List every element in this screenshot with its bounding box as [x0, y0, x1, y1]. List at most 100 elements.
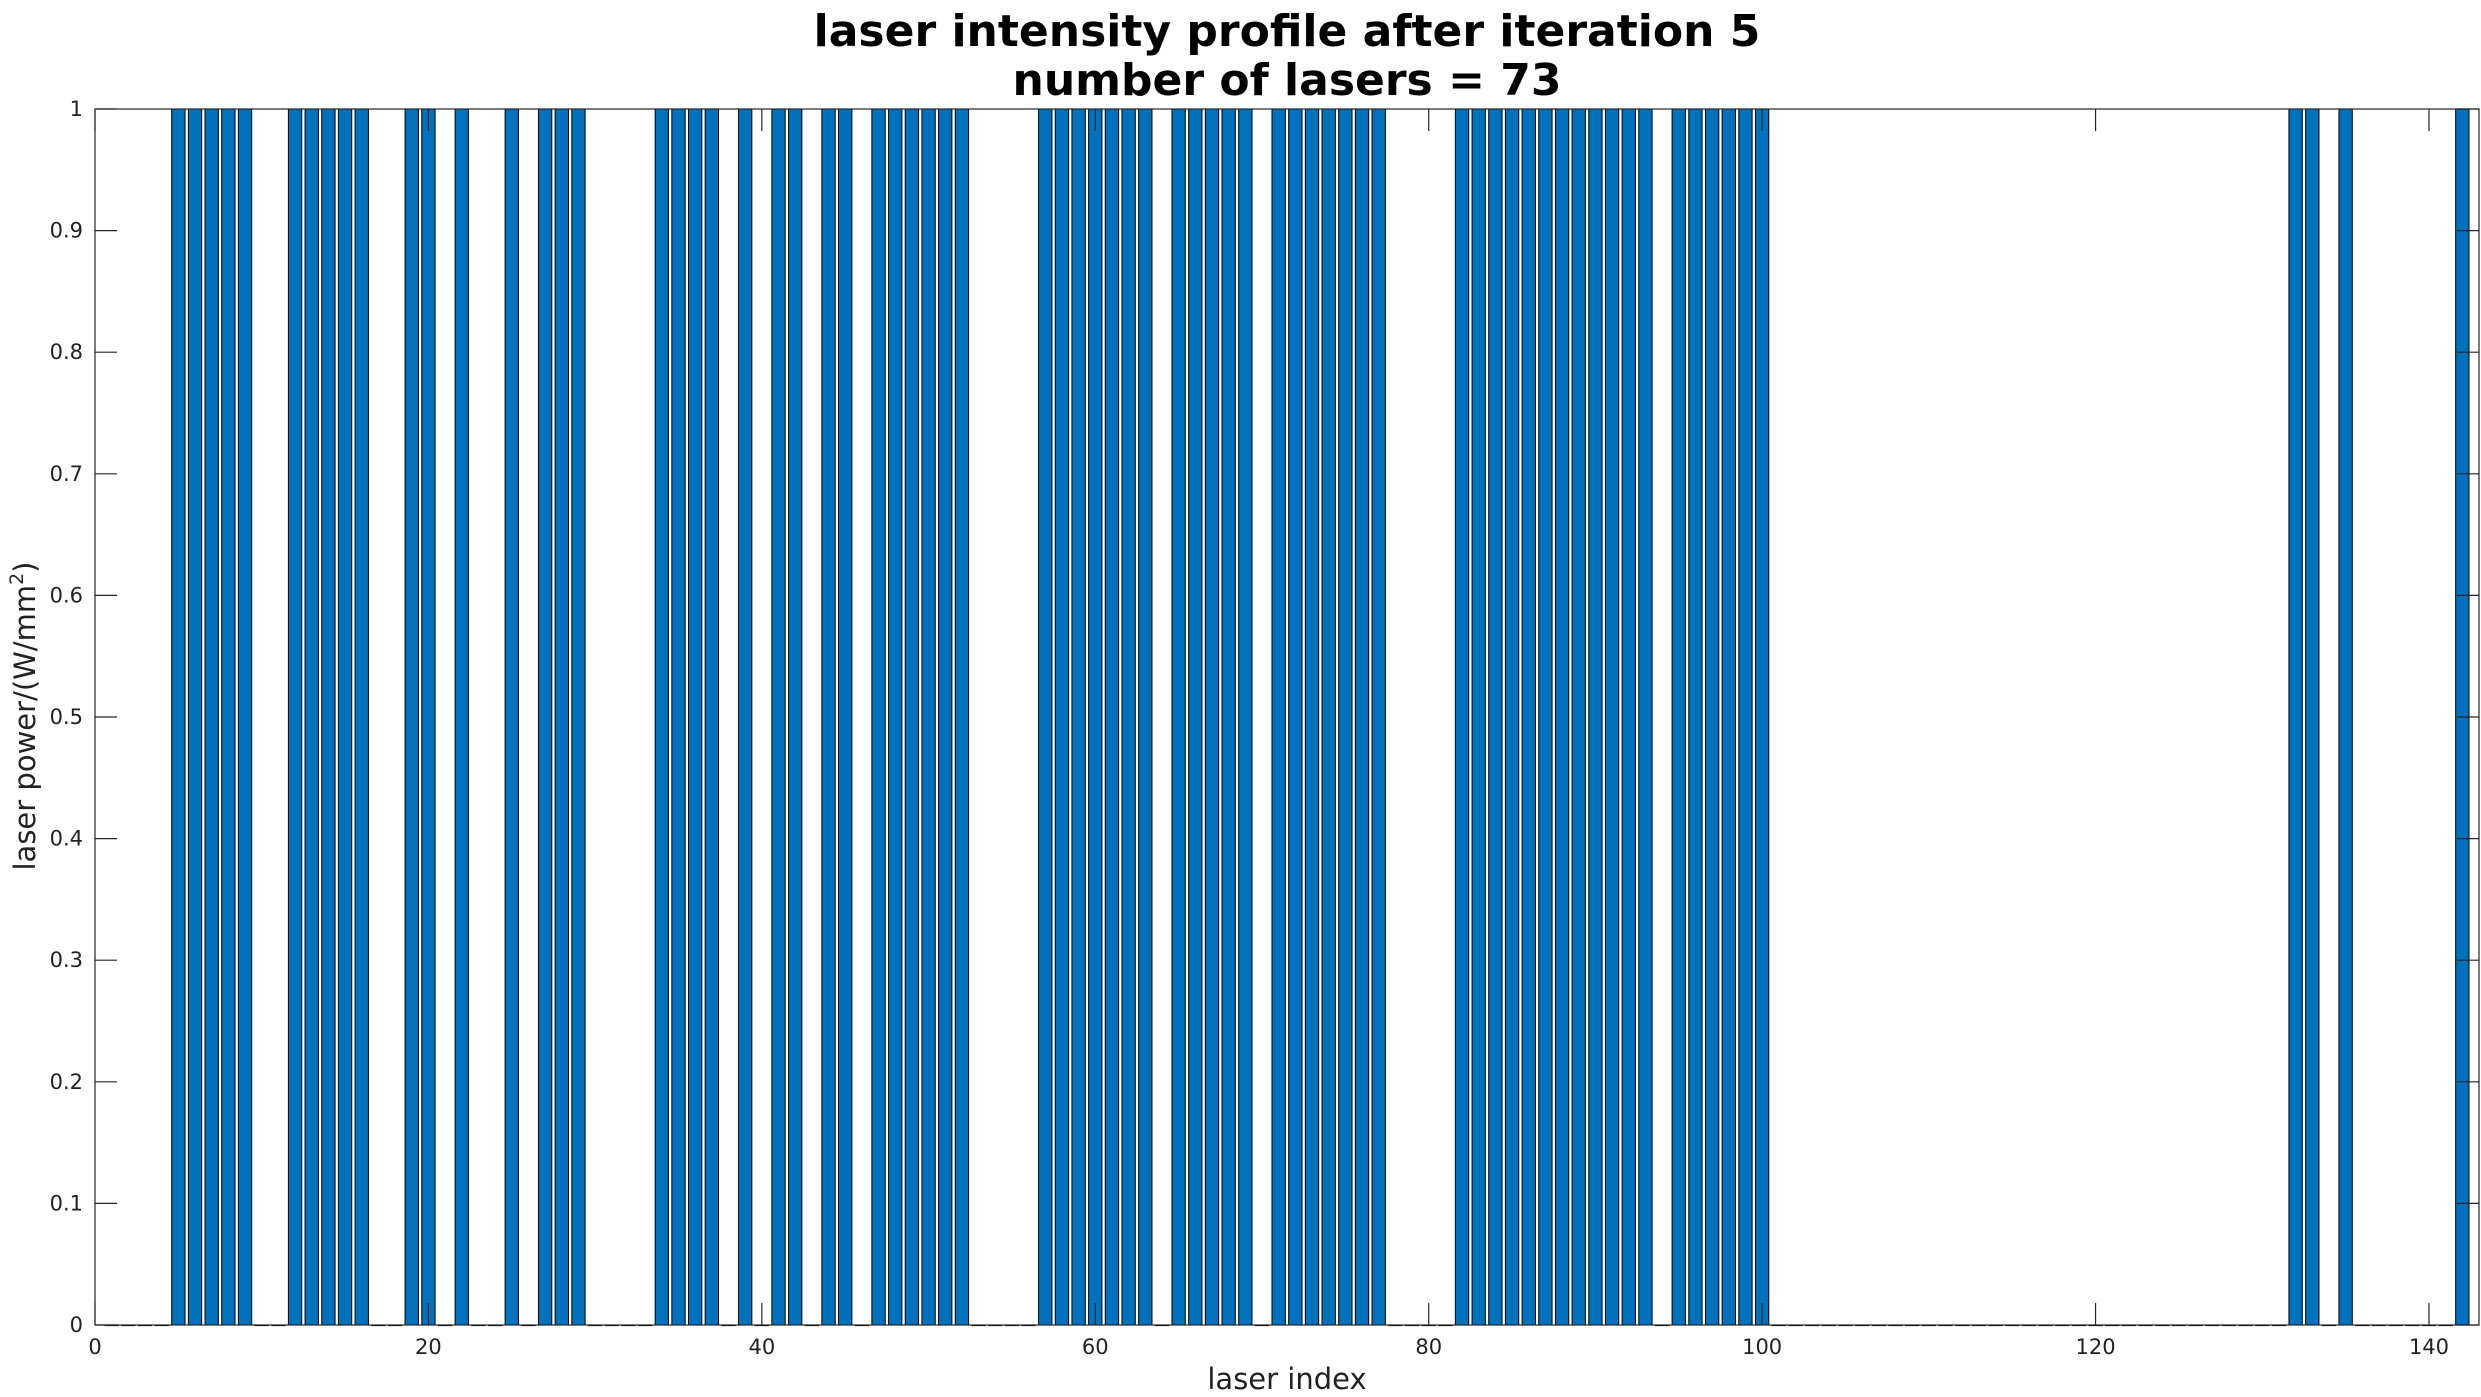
- bar-89: [1571, 108, 1586, 1326]
- bar-28: [554, 108, 569, 1326]
- bar-100: [1754, 108, 1770, 1326]
- bar-75: [1338, 108, 1353, 1326]
- bar-90: [1588, 108, 1603, 1326]
- bar-34: [654, 108, 669, 1326]
- bar-12: [287, 108, 303, 1326]
- bar-36: [688, 108, 703, 1326]
- bar-15: [337, 108, 353, 1326]
- y-tick-label-0.7: 0.7: [50, 462, 83, 486]
- x-tick-label-40: 40: [748, 1335, 775, 1359]
- y-axis-label: laser power/(W/mm2): [6, 561, 42, 870]
- x-axis-label: laser index: [1207, 1362, 1366, 1396]
- bar-74: [1321, 108, 1336, 1326]
- bar-84: [1488, 108, 1503, 1326]
- bar-77: [1371, 108, 1386, 1326]
- bar-45: [838, 108, 853, 1326]
- bar-99: [1738, 108, 1753, 1326]
- bar-29: [571, 108, 586, 1326]
- bar-62: [1121, 108, 1136, 1326]
- y-tick-label-1: 1: [70, 97, 83, 121]
- x-tick-label-80: 80: [1415, 1335, 1442, 1359]
- y-tick-label-0.5: 0.5: [50, 705, 83, 729]
- bar-14: [321, 108, 336, 1326]
- bar-133: [2305, 108, 2320, 1326]
- y-tick-label-0.4: 0.4: [50, 827, 83, 851]
- y-tick-label-0: 0: [70, 1313, 83, 1337]
- bar-16: [354, 108, 369, 1326]
- bar-20: [421, 108, 436, 1326]
- bar-35: [671, 108, 686, 1326]
- bar-7: [204, 108, 219, 1326]
- bar-76: [1354, 108, 1370, 1326]
- bar-58: [1054, 108, 1070, 1326]
- y-axis-label-tail: ): [8, 561, 42, 572]
- chart-subtitle: number of lasers = 73: [1013, 55, 1562, 106]
- bar-6: [187, 108, 203, 1326]
- bar-72: [1288, 108, 1303, 1326]
- bar-60: [1088, 108, 1103, 1326]
- bar-41: [771, 108, 786, 1326]
- bar-95: [1671, 108, 1686, 1326]
- bar-52: [954, 108, 970, 1326]
- y-tick-label-0.9: 0.9: [50, 219, 83, 243]
- bar-135: [2338, 108, 2353, 1326]
- axes-box: [94, 108, 2480, 1326]
- chart-title: laser intensity profile after iteration …: [814, 6, 1761, 57]
- bar-13: [304, 108, 319, 1326]
- bar-96: [1688, 108, 1703, 1326]
- bars-group: [104, 108, 2470, 1327]
- bar-98: [1721, 108, 1736, 1326]
- bar-73: [1304, 108, 1320, 1326]
- y-axis-label-superscript: 2: [6, 573, 28, 585]
- x-tick-label-60: 60: [1082, 1335, 1109, 1359]
- bar-37: [704, 108, 720, 1326]
- bar-27: [537, 108, 553, 1326]
- x-tick-label-140: 140: [2409, 1335, 2449, 1359]
- bar-87: [1538, 108, 1553, 1326]
- bar-50: [921, 108, 936, 1326]
- bar-71: [1271, 108, 1286, 1326]
- bar-42: [788, 108, 803, 1326]
- bar-8: [221, 108, 236, 1326]
- bar-51: [938, 108, 953, 1326]
- y-tick-label-0.6: 0.6: [50, 583, 83, 607]
- x-tick-label-100: 100: [1742, 1335, 1782, 1359]
- bar-39: [738, 108, 753, 1326]
- x-tick-label-120: 120: [2076, 1335, 2116, 1359]
- bar-47: [871, 108, 886, 1326]
- bar-97: [1704, 108, 1720, 1326]
- bar-92: [1621, 108, 1636, 1326]
- y-tick-label-0.1: 0.1: [50, 1191, 83, 1215]
- bar-49: [904, 108, 920, 1326]
- axes-group: 0 20 40 60 80 100 120 140 0 0.1 0.2 0.3 0.4 0.5 0.6 0.7…: [50, 97, 2480, 1359]
- bar-66: [1188, 108, 1203, 1326]
- bar-83: [1471, 108, 1486, 1326]
- bar-69: [1238, 108, 1253, 1326]
- bar-93: [1638, 108, 1653, 1326]
- y-tick-label-0.2: 0.2: [50, 1070, 83, 1094]
- bar-61: [1104, 108, 1120, 1326]
- y-tick-label-0.8: 0.8: [50, 340, 83, 364]
- bar-57: [1038, 108, 1053, 1326]
- bar-48: [888, 108, 903, 1326]
- bar-65: [1171, 108, 1186, 1326]
- bar-22: [454, 108, 469, 1326]
- bar-44: [821, 108, 836, 1326]
- bar-86: [1521, 108, 1536, 1326]
- bar-5: [171, 108, 186, 1326]
- bar-67: [1204, 108, 1220, 1326]
- bar-25: [504, 108, 519, 1326]
- bar-59: [1071, 108, 1086, 1326]
- bar-91: [1604, 108, 1620, 1326]
- y-axis-label-main: laser power/(W/mm: [8, 585, 42, 871]
- bar-9: [237, 108, 253, 1326]
- bar-85: [1504, 108, 1520, 1326]
- bar-19: [404, 108, 419, 1326]
- x-tick-label-0: 0: [88, 1335, 101, 1359]
- bar-88: [1554, 108, 1570, 1326]
- y-tick-label-0.3: 0.3: [50, 948, 83, 972]
- bar-132: [2288, 108, 2303, 1326]
- bar-63: [1138, 108, 1153, 1326]
- bar-68: [1221, 108, 1236, 1326]
